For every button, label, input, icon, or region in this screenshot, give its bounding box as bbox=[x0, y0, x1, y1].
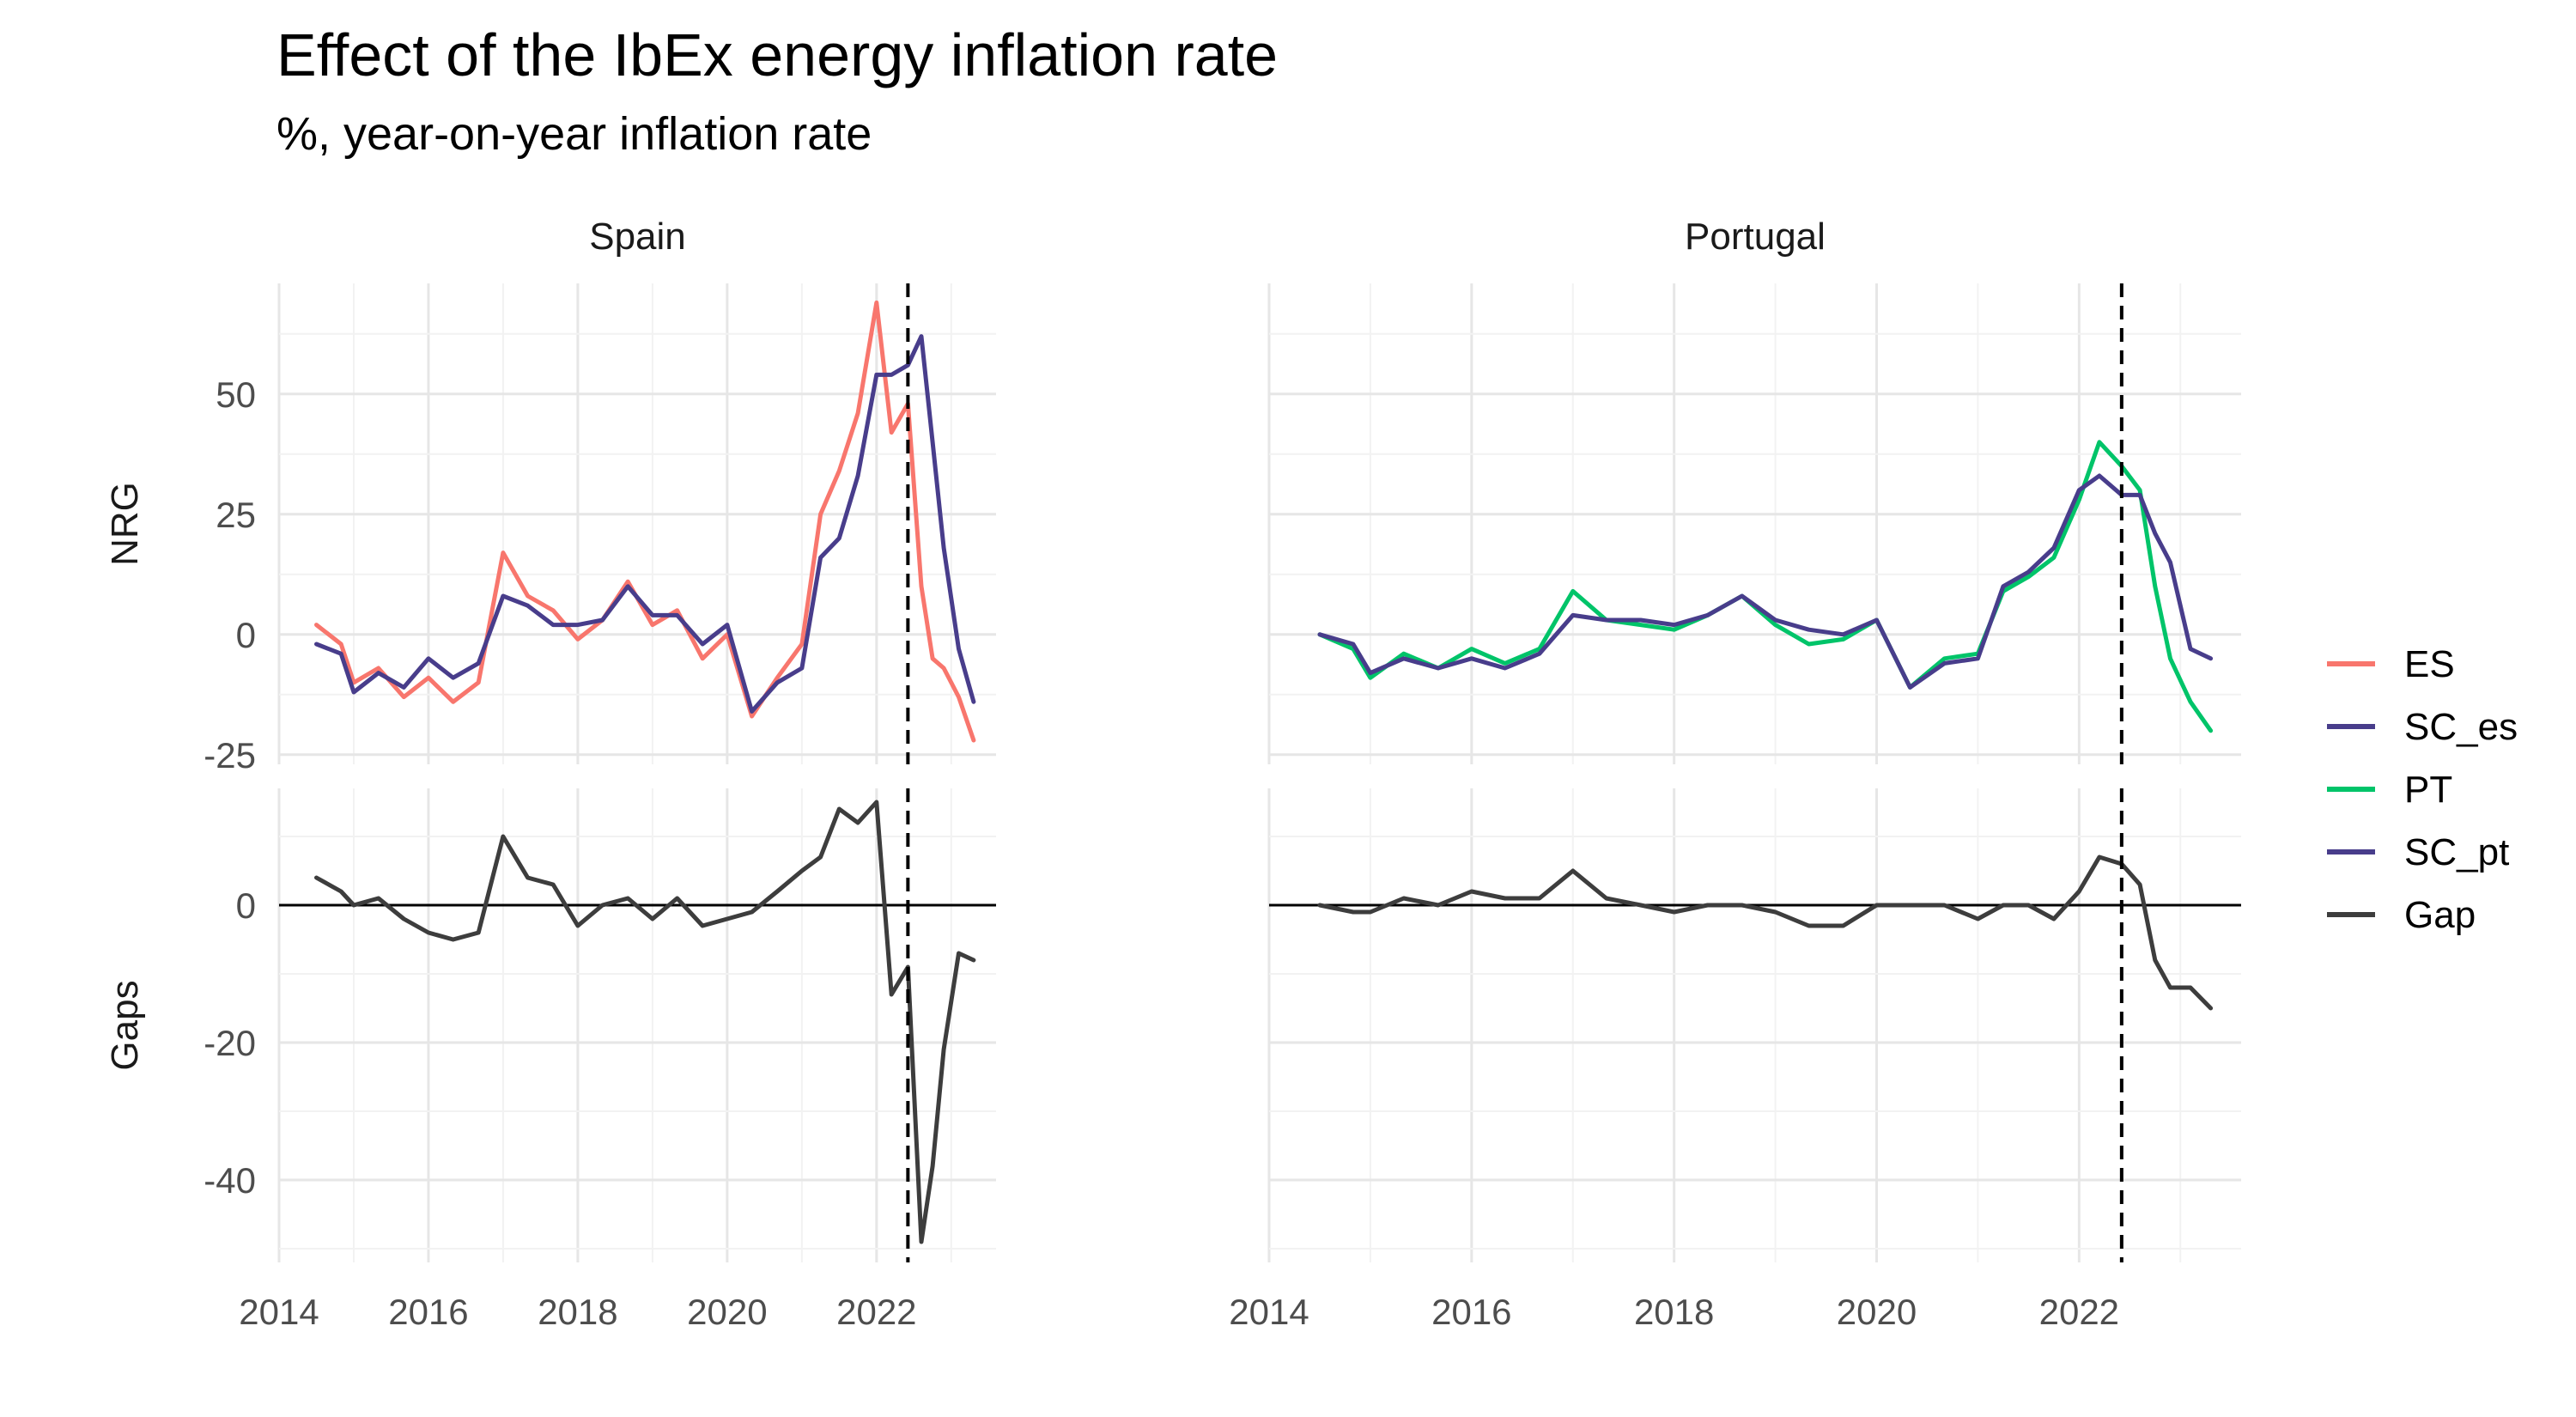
chart-title: Effect of the IbEx energy inflation rate bbox=[276, 21, 1279, 88]
series-line-sc-es-spain bbox=[314, 334, 976, 714]
series-line-sc-pt-portugal bbox=[1317, 473, 2214, 690]
x-tick-label: 2018 bbox=[538, 1292, 617, 1332]
y-tick-label: -20 bbox=[204, 1023, 256, 1063]
x-tick-label: 2022 bbox=[836, 1292, 916, 1332]
x-tick-label: 2020 bbox=[687, 1292, 767, 1332]
series-line-gap-portugal bbox=[1317, 854, 2214, 1011]
x-tick-label: 2020 bbox=[1837, 1292, 1917, 1332]
legend-label-gap: Gap bbox=[2404, 894, 2476, 936]
series-line-pt-portugal bbox=[1317, 440, 2214, 733]
x-tick-label: 2014 bbox=[1229, 1292, 1309, 1332]
row-label-nrg: NRG bbox=[104, 482, 146, 566]
legend-label-sc-pt: SC_pt bbox=[2404, 831, 2509, 873]
x-tick-label: 2014 bbox=[239, 1292, 319, 1332]
x-tick-label: 2016 bbox=[1431, 1292, 1511, 1332]
series-line-es-spain bbox=[314, 300, 976, 743]
y-tick-label: 25 bbox=[216, 495, 256, 535]
series-line-gap-spain bbox=[314, 800, 976, 1244]
legend-label-es: ES bbox=[2404, 643, 2455, 685]
facet-label-spain: Spain bbox=[589, 216, 686, 258]
y-tick-label: -40 bbox=[204, 1160, 256, 1201]
legend-label-sc-es: SC_es bbox=[2404, 706, 2518, 748]
y-tick-label: 0 bbox=[236, 615, 256, 655]
y-tick-label: -25 bbox=[204, 735, 256, 775]
row-label-gaps: Gaps bbox=[104, 980, 146, 1070]
x-tick-label: 2022 bbox=[2039, 1292, 2119, 1332]
y-tick-label: 50 bbox=[216, 374, 256, 415]
facet-label-portugal: Portugal bbox=[1685, 216, 1826, 258]
x-tick-label: 2018 bbox=[1634, 1292, 1714, 1332]
y-tick-label: 0 bbox=[236, 885, 256, 926]
legend-label-pt: PT bbox=[2404, 769, 2452, 811]
chart-subtitle: %, year-on-year inflation rate bbox=[276, 108, 872, 160]
x-tick-label: 2016 bbox=[388, 1292, 468, 1332]
